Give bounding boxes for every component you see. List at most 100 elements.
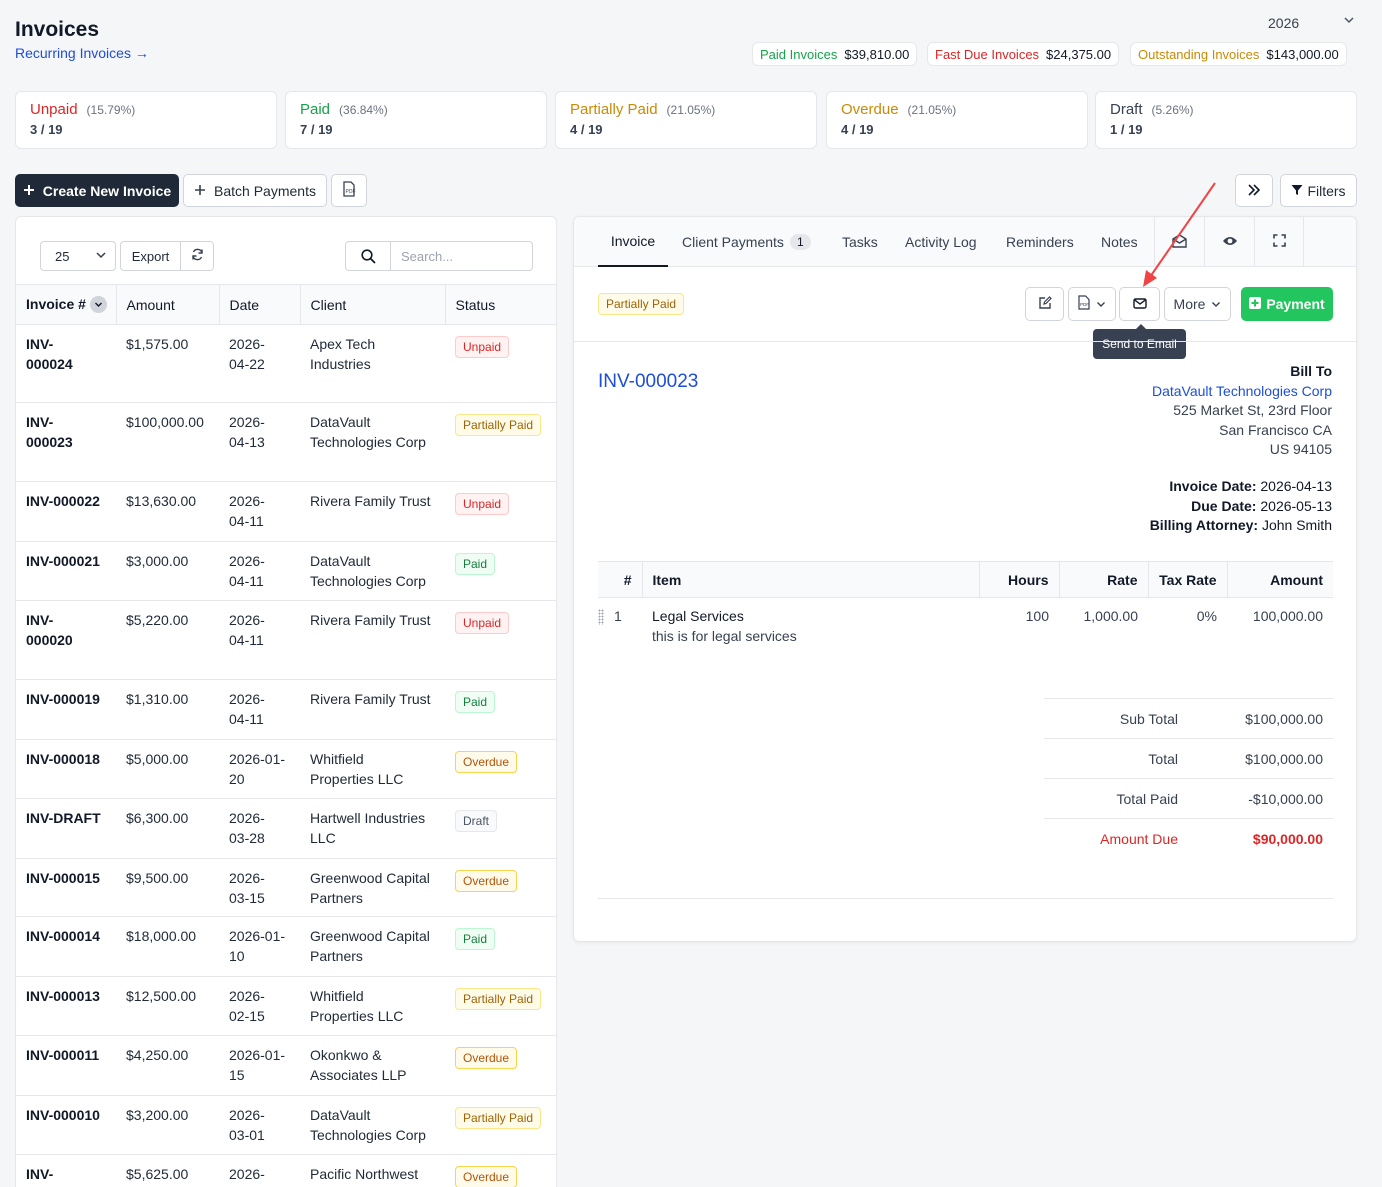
stat-name: Partially Paid: [570, 101, 658, 118]
column-header-client[interactable]: Client: [300, 284, 446, 325]
envelope-open-icon: [1172, 233, 1187, 251]
stat-card-partially-paid[interactable]: Partially Paid (21.05%) 4 / 19: [555, 91, 817, 149]
stat-percent: (15.79%): [86, 103, 136, 117]
eye-icon: [1222, 234, 1238, 250]
recurring-invoices-link[interactable]: Recurring Invoices →: [15, 45, 149, 61]
column-header-tax-rate: Tax Rate: [1148, 561, 1228, 598]
table-row[interactable]: INV- 000020 $5,220.00 2026- 04-11 Rivera Fa…: [16, 600, 556, 680]
attorney-row: Billing Attorney: John Smith: [1150, 516, 1332, 536]
status-cell: Overdue: [445, 1035, 556, 1096]
send-email-tooltip: Send to Email: [1093, 324, 1186, 359]
date-cell: 2026- 04-13: [219, 402, 300, 482]
tab-invoice[interactable]: Invoice: [598, 217, 668, 267]
page-size-select[interactable]: 25: [40, 241, 116, 271]
date-cell: 2026-: [219, 1154, 300, 1187]
status-cell: Partially Paid: [445, 402, 556, 482]
table-row[interactable]: INV- $5,625.00 2026- Pacific Northwest Overd…: [16, 1154, 556, 1187]
table-row[interactable]: INV-000015 $9,500.00 2026- 03-15 Greenwood …: [16, 858, 556, 917]
filters-button[interactable]: Filters: [1280, 174, 1357, 207]
table-row[interactable]: INV- 000023 $100,000.00 2026- 04-13 DataVau…: [16, 402, 556, 482]
column-header-date[interactable]: Date: [219, 284, 301, 325]
table-row[interactable]: INV-000011 $4,250.00 2026-01- 15 Okonkwo & …: [16, 1035, 556, 1096]
column-header-amount[interactable]: Amount: [116, 284, 220, 325]
column-header-invoice[interactable]: Invoice #: [16, 284, 117, 325]
tab-fullscreen[interactable]: [1254, 217, 1304, 267]
status-cell: Draft: [445, 798, 556, 859]
table-row[interactable]: INV-000022 $13,630.00 2026- 04-11 Rivera Fa…: [16, 481, 556, 542]
table-row[interactable]: INV-000013 $12,500.00 2026- 02-15 Whitfield…: [16, 976, 556, 1036]
subtotal-label: Sub Total: [1119, 710, 1178, 727]
invoice-table-body: INV- 000024 $1,575.00 2026- 04-22 Apex Tech…: [16, 324, 556, 1187]
table-row[interactable]: INV-000010 $3,200.00 2026- 03-01 DataVault …: [16, 1095, 556, 1155]
table-row[interactable]: INV-000019 $1,310.00 2026- 04-11 Rivera Fam…: [16, 679, 556, 740]
amount-cell: $100,000.00: [116, 402, 219, 482]
stat-card-draft[interactable]: Draft (5.26%) 1 / 19: [1095, 91, 1357, 149]
tab-email[interactable]: [1154, 217, 1204, 267]
line-number: 1: [614, 608, 622, 624]
invoice-number-cell: INV-000015: [16, 858, 116, 917]
pdf-dropdown-button[interactable]: PDF: [1068, 287, 1116, 321]
chevron-down-icon: [95, 249, 107, 264]
item-rate: 1,000.00: [1083, 608, 1139, 624]
date-cell: 2026-01- 20: [219, 739, 300, 799]
stat-card-paid[interactable]: Paid (36.84%) 7 / 19: [285, 91, 547, 149]
tab-activity-log[interactable]: Activity Log: [905, 234, 977, 250]
sort-chevron-icon[interactable]: [89, 296, 107, 314]
column-header-item: Item: [642, 561, 980, 598]
table-row[interactable]: INV-000021 $3,000.00 2026- 04-11 DataVault …: [16, 541, 556, 601]
client-cell: Greenwood Capital Partners: [300, 858, 445, 917]
amount-cell: $3,200.00: [116, 1095, 219, 1155]
year-select[interactable]: 2026: [1255, 12, 1365, 34]
invoice-number: INV-000023: [598, 371, 699, 392]
status-badge: Partially Paid: [455, 988, 542, 1010]
more-dropdown-button[interactable]: More: [1164, 287, 1231, 321]
table-row[interactable]: INV-DRAFT $6,300.00 2026- 03-28 Hartwell In…: [16, 798, 556, 859]
refresh-button[interactable]: [181, 242, 213, 270]
stat-count: 3 / 19: [30, 122, 63, 137]
send-email-button[interactable]: [1119, 287, 1160, 321]
search-icon: [346, 242, 391, 270]
collapse-panel-button[interactable]: [1235, 174, 1273, 207]
drag-handle-icon[interactable]: [598, 609, 604, 626]
amount-cell: $3,000.00: [116, 541, 219, 601]
item-description: this is for legal services: [652, 628, 797, 644]
payment-label: Payment: [1266, 296, 1325, 312]
client-cell: DataVault Technologies Corp: [300, 541, 445, 601]
status-cell: Paid: [445, 679, 556, 740]
status-cell: Overdue: [445, 739, 556, 799]
tab-reminders[interactable]: Reminders: [1006, 234, 1074, 250]
status-cell: Unpaid: [445, 481, 556, 542]
stat-count: 1 / 19: [1110, 122, 1143, 137]
due-date-row: Due Date: 2026-05-13: [1150, 497, 1332, 517]
search-input[interactable]: [391, 242, 532, 270]
table-row[interactable]: INV-000018 $5,000.00 2026-01- 20 Whitfield …: [16, 739, 556, 799]
pdf-export-button[interactable]: PDF: [331, 174, 367, 207]
plus-icon: [23, 183, 35, 199]
bill-to-client-link[interactable]: DataVault Technologies Corp: [1151, 382, 1332, 399]
status-badge: Draft: [455, 810, 498, 832]
client-cell: Rivera Family Trust: [300, 600, 445, 680]
invoice-number-cell: INV-000014: [16, 916, 116, 977]
edit-button[interactable]: [1025, 287, 1064, 321]
date-cell: 2026- 03-28: [219, 798, 300, 859]
invoice-date-value: 2026-04-13: [1260, 478, 1332, 494]
envelope-icon: [1132, 296, 1147, 312]
add-payment-button[interactable]: Payment: [1241, 287, 1333, 321]
stat-card-unpaid[interactable]: Unpaid (15.79%) 3 / 19: [15, 91, 277, 149]
batch-payments-button[interactable]: Batch Payments: [183, 174, 327, 207]
export-button[interactable]: Export: [121, 242, 181, 270]
tab-notes[interactable]: Notes: [1101, 234, 1138, 250]
tab-preview[interactable]: [1204, 217, 1254, 267]
refresh-icon: [191, 248, 204, 264]
tab-client-payments[interactable]: Client Payments 1: [682, 217, 811, 267]
double-chevron-right-icon: [1247, 183, 1261, 199]
stat-card-overdue[interactable]: Overdue (21.05%) 4 / 19: [826, 91, 1088, 149]
filter-icon: [1291, 183, 1303, 199]
table-row[interactable]: INV- 000024 $1,575.00 2026- 04-22 Apex Tech…: [16, 324, 556, 403]
status-badge: Unpaid: [455, 612, 510, 634]
table-row[interactable]: INV-000014 $18,000.00 2026-01- 10 Greenwood…: [16, 916, 556, 977]
tab-tasks[interactable]: Tasks: [842, 234, 878, 250]
column-header-status[interactable]: Status: [445, 284, 556, 325]
create-invoice-button[interactable]: Create New Invoice: [15, 174, 179, 207]
date-cell: 2026-01- 10: [219, 916, 300, 977]
